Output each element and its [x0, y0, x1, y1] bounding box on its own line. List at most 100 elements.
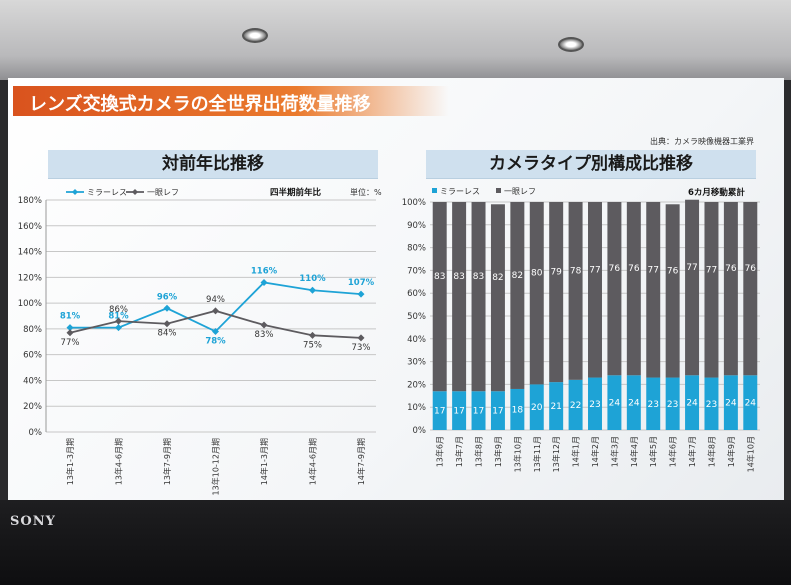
bar-value-label: 23: [667, 400, 678, 410]
x-tick-label: 14年7-9月期: [356, 438, 366, 485]
bar-value-label: 17: [492, 407, 503, 417]
mirrorless-point: [115, 324, 122, 332]
mirrorless-bar: [665, 377, 680, 430]
slr-bar: [432, 202, 447, 392]
slr-bar: [568, 202, 583, 380]
slr-bar: [588, 202, 602, 378]
bar-value-label: 82: [512, 271, 523, 281]
slr-bar: [471, 202, 486, 392]
mirrorless-bar: [490, 391, 505, 430]
bar-value-label: 24: [609, 399, 621, 409]
chart-subtitle: 四半期前年比: [270, 187, 322, 198]
x-tick-label: 14年1-3月期: [259, 438, 269, 485]
x-tick-label: 13年11月: [532, 436, 542, 472]
bar-value-label: 76: [609, 264, 621, 274]
x-tick-label: 14年8月: [706, 436, 716, 467]
bar-value-label: 18: [512, 405, 524, 415]
bar-value-label: 23: [589, 400, 600, 410]
source-note: 出典：カメラ映像機器工業界: [650, 137, 754, 146]
bar-value-label: 22: [570, 401, 581, 411]
data-label: 81%: [108, 312, 129, 322]
y-tick-label: 0%: [29, 428, 43, 438]
slr-bar: [685, 199, 700, 376]
slr-bar: [510, 202, 525, 389]
mirrorless-point: [357, 290, 365, 298]
data-label: 81%: [60, 312, 81, 322]
data-label: 78%: [205, 336, 226, 346]
slr-point: [212, 307, 219, 315]
mirrorless-bar: [607, 375, 622, 430]
y-tick-label: 80%: [23, 325, 42, 335]
y-tick-label: 120%: [18, 273, 42, 283]
x-tick-label: 14年7月: [687, 436, 697, 467]
bar-value-label: 24: [745, 399, 757, 409]
slr-bar: [665, 204, 680, 378]
bar-value-label: 17: [453, 407, 464, 417]
y-tick-label: 10%: [407, 403, 426, 413]
mirrorless-bar: [723, 375, 738, 430]
y-tick-label: 30%: [407, 358, 426, 368]
data-label: 84%: [158, 329, 177, 339]
bar-value-label: 24: [628, 399, 640, 409]
mirrorless-point: [66, 324, 74, 332]
data-label: 96%: [157, 292, 178, 302]
mirrorless-bar: [704, 377, 719, 430]
slr-point: [309, 331, 316, 339]
legend-label: 一眼レフ: [147, 188, 179, 197]
mirrorless-bar: [685, 375, 700, 430]
mirrorless-bar: [549, 382, 564, 430]
y-tick-label: 70%: [407, 266, 426, 276]
y-tick-label: 50%: [407, 312, 426, 322]
bar-value-label: 23: [706, 400, 717, 410]
slr-bar: [529, 202, 544, 385]
legend-label: ミラーレス: [87, 188, 127, 197]
bar-value-label: 76: [725, 264, 737, 274]
bar-value-label: 23: [648, 400, 659, 410]
y-tick-label: 20%: [407, 380, 426, 390]
y-tick-label: 80%: [407, 244, 426, 254]
y-tick-label: 90%: [407, 221, 426, 231]
bar-value-label: 82: [492, 273, 503, 283]
x-tick-label: 14年1月: [571, 436, 581, 467]
bar-value-label: 83: [434, 272, 445, 282]
x-tick-label: 13年10月: [512, 436, 522, 472]
bar-value-label: 24: [725, 399, 737, 409]
chart-subtitle: 6カ月移動累計: [688, 187, 745, 198]
mirrorless-bar: [626, 375, 641, 430]
ceiling-light: [558, 37, 584, 52]
bar-value-label: 83: [473, 272, 484, 282]
slr-bar: [549, 202, 564, 383]
legend-label: 一眼レフ: [504, 187, 536, 196]
floor: [0, 500, 791, 585]
y-tick-label: 0%: [413, 426, 427, 436]
bar-value-label: 76: [628, 264, 640, 274]
x-tick-label: 14年10月: [745, 436, 755, 472]
x-tick-label: 13年7月: [454, 436, 464, 467]
slr-bar: [452, 202, 467, 392]
data-label: 77%: [61, 338, 80, 348]
mirrorless-point: [309, 286, 316, 294]
bar-value-label: 83: [453, 272, 464, 282]
y-tick-label: 100%: [402, 198, 426, 208]
bar-value-label: 21: [550, 402, 561, 412]
y-tick-label: 20%: [23, 402, 42, 412]
bar-value-label: 80: [531, 269, 543, 279]
slr-point: [115, 317, 122, 325]
title-bar: レンズ交換式カメラの全世界出荷数量推移: [13, 86, 449, 116]
y-tick-label: 60%: [23, 351, 42, 361]
legend-swatch-mirrorless: [432, 188, 437, 193]
x-tick-label: 14年3月: [609, 436, 619, 467]
mirrorless-bar: [432, 391, 447, 430]
data-label: 107%: [348, 278, 375, 288]
bar-value-label: 24: [686, 399, 698, 409]
mirrorless-bar: [588, 377, 602, 430]
legend-swatch-slr: [496, 188, 501, 193]
bar-value-label: 17: [473, 407, 484, 417]
slr-point: [66, 329, 74, 337]
data-label: 83%: [255, 330, 274, 340]
x-tick-label: 13年10-12月期: [211, 438, 221, 495]
slr-point: [260, 321, 268, 329]
unit-note: 単位：%: [350, 187, 382, 197]
y-tick-label: 40%: [407, 335, 426, 345]
x-tick-label: 13年9月: [493, 436, 503, 467]
